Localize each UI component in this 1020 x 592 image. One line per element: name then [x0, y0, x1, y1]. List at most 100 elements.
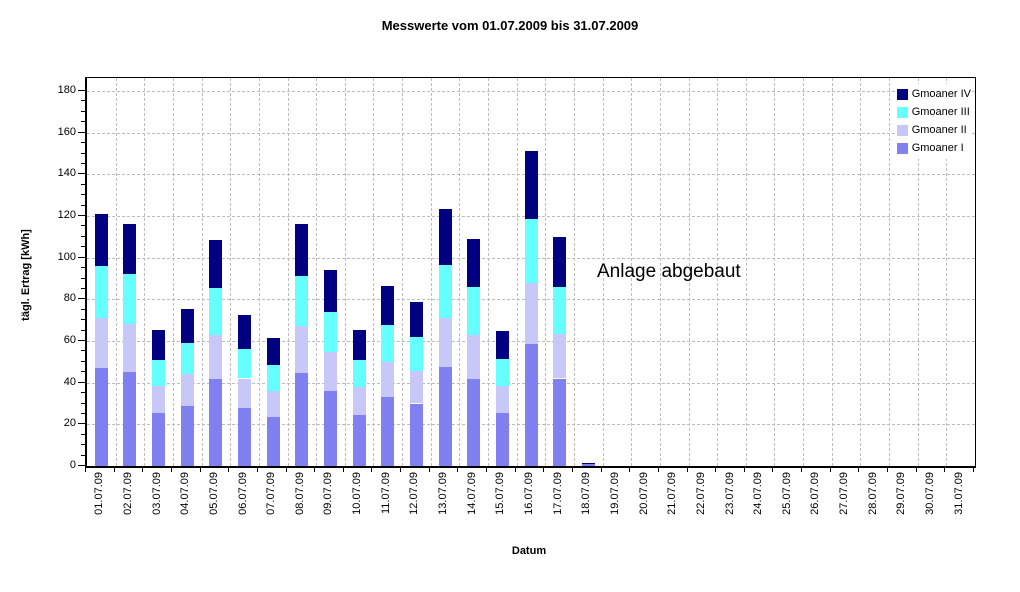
y-minor-tick: [81, 350, 85, 352]
x-gridline: [488, 78, 490, 466]
bar-segment: [123, 372, 137, 466]
legend-label: Gmoaner I: [911, 142, 964, 154]
y-minor-tick: [81, 235, 85, 237]
x-tick: [801, 467, 803, 472]
bar-segment: [238, 314, 252, 350]
x-gridline: [287, 78, 289, 466]
bar-segment: [266, 337, 280, 365]
y-minor-tick: [81, 402, 85, 404]
x-gridline: [631, 78, 633, 466]
y-minor-tick: [81, 183, 85, 185]
bar-segment: [467, 378, 481, 466]
x-tick: [772, 467, 774, 472]
chart-title: Messwerte vom 01.07.2009 bis 31.07.2009: [381, 18, 639, 33]
y-minor-tick: [81, 392, 85, 394]
bar-segment: [209, 239, 223, 288]
y-tick-label: 160: [57, 125, 76, 138]
y-minor-tick: [81, 329, 85, 331]
y-minor-tick: [81, 308, 85, 310]
x-gridline: [831, 78, 833, 466]
x-gridline: [459, 78, 461, 466]
x-tick: [514, 467, 516, 472]
y-minor-tick: [81, 454, 85, 456]
y-major-tick: [78, 340, 85, 341]
bar-segment: [438, 208, 452, 265]
x-tick: [657, 467, 659, 472]
bar-segment: [266, 391, 280, 418]
bar-segment: [209, 334, 223, 379]
bar-segment: [94, 266, 108, 319]
legend: Gmoaner IV Gmoaner III Gmoaner II Gmoaner I: [894, 84, 971, 159]
x-gridline: [860, 78, 862, 466]
plot-area: Anlage abgebaut Gmoaner IV Gmoaner III Gmo…: [85, 77, 976, 468]
legend-item: Gmoaner II: [896, 121, 971, 139]
x-gridline: [258, 78, 260, 466]
bar-segment: [180, 308, 194, 344]
y-tick-label: 100: [57, 250, 76, 263]
x-gridline: [201, 78, 203, 466]
y-tick-label: 80: [63, 292, 76, 305]
y-minor-tick: [81, 444, 85, 446]
bar-segment: [323, 352, 337, 391]
y-tick-label: 40: [63, 375, 76, 388]
y-tick-label: 120: [57, 209, 76, 221]
x-gridline: [717, 78, 719, 466]
x-gridline: [659, 78, 661, 466]
bar-segment: [467, 238, 481, 287]
bar-segment: [352, 386, 366, 415]
x-tick: [256, 467, 258, 472]
bar-segment: [152, 412, 166, 466]
y-minor-tick: [81, 204, 85, 206]
x-tick: [428, 467, 430, 472]
bar-segment: [495, 358, 509, 386]
x-gridline: [545, 78, 547, 466]
bar-segment: [467, 286, 481, 335]
x-tick: [887, 467, 889, 472]
y-major-tick: [78, 131, 85, 133]
legend-item: Gmoaner III: [896, 103, 971, 121]
bar-segment: [266, 364, 280, 391]
bar-segment: [352, 329, 366, 360]
y-major-tick: [78, 298, 85, 300]
y-major-tick: [78, 381, 85, 383]
bar-segment: [438, 264, 452, 319]
bar-segment: [295, 326, 309, 374]
x-gridline: [316, 78, 318, 466]
x-tick: [314, 467, 316, 472]
bar-segment: [495, 412, 509, 466]
bar-segment: [323, 391, 337, 466]
bar-segment: [553, 378, 567, 466]
x-tick: [829, 467, 831, 472]
x-tick: [944, 467, 946, 472]
legend-item: Gmoaner IV: [896, 85, 971, 103]
bar-segment: [524, 219, 538, 283]
x-tick: [486, 467, 488, 472]
y-major-tick: [78, 173, 85, 175]
x-gridline: [516, 78, 518, 466]
bar-segment: [152, 359, 166, 386]
legend-swatch: [896, 142, 908, 154]
x-gridline: [688, 78, 690, 466]
y-minor-tick: [81, 371, 85, 373]
x-tick: [400, 467, 402, 472]
x-tick: [342, 467, 344, 472]
bar-segment: [352, 359, 366, 387]
bar-segment: [152, 385, 166, 413]
x-tick: [686, 467, 688, 472]
x-tick: [743, 467, 745, 472]
bar-segment: [238, 378, 252, 408]
x-axis-title: Datum: [511, 545, 547, 557]
x-gridline: [745, 78, 747, 466]
x-tick: [571, 467, 573, 472]
legend-label: Gmoaner II: [911, 124, 967, 136]
bar-segment: [238, 349, 252, 379]
bar-segment: [495, 330, 509, 359]
x-tick: [85, 467, 86, 472]
bar-segment: [94, 213, 108, 266]
x-gridline: [430, 78, 432, 466]
y-major-tick: [78, 256, 85, 258]
bar-segment: [381, 285, 395, 326]
x-gridline: [602, 78, 604, 466]
x-tick: [142, 467, 144, 472]
x-gridline: [344, 78, 346, 466]
